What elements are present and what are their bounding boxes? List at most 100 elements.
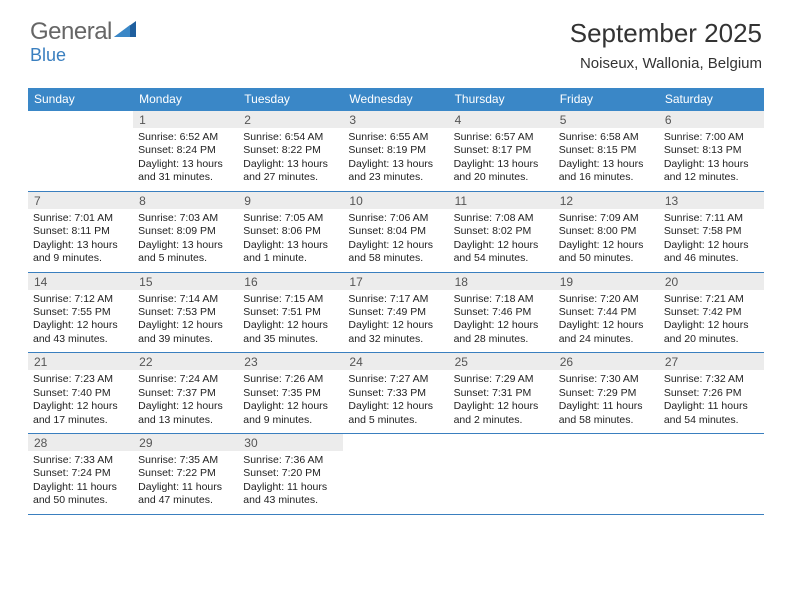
- sunrise-text: Sunrise: 7:26 AM: [243, 373, 338, 386]
- day-body: Sunrise: 7:00 AMSunset: 8:13 PMDaylight:…: [659, 128, 764, 191]
- dow-saturday: Saturday: [659, 88, 764, 111]
- dow-wednesday: Wednesday: [343, 88, 448, 111]
- day-cell: 3Sunrise: 6:55 AMSunset: 8:19 PMDaylight…: [343, 111, 448, 191]
- sunset-text: Sunset: 7:51 PM: [243, 306, 338, 319]
- day-cell: [554, 434, 659, 514]
- sunrise-text: Sunrise: 7:29 AM: [454, 373, 549, 386]
- day-cell: 28Sunrise: 7:33 AMSunset: 7:24 PMDayligh…: [28, 434, 133, 514]
- daylight-text: Daylight: 12 hours and 54 minutes.: [454, 239, 549, 266]
- daylight-text: Daylight: 13 hours and 20 minutes.: [454, 158, 549, 185]
- sunrise-text: Sunrise: 7:09 AM: [559, 212, 654, 225]
- day-body: Sunrise: 6:58 AMSunset: 8:15 PMDaylight:…: [554, 128, 659, 191]
- day-number: 10: [343, 192, 448, 209]
- day-body: Sunrise: 7:21 AMSunset: 7:42 PMDaylight:…: [659, 290, 764, 353]
- day-body: Sunrise: 7:05 AMSunset: 8:06 PMDaylight:…: [238, 209, 343, 272]
- sunrise-text: Sunrise: 7:36 AM: [243, 454, 338, 467]
- day-cell: [28, 111, 133, 191]
- day-body: Sunrise: 7:20 AMSunset: 7:44 PMDaylight:…: [554, 290, 659, 353]
- sunrise-text: Sunrise: 7:15 AM: [243, 293, 338, 306]
- sunrise-text: Sunrise: 7:20 AM: [559, 293, 654, 306]
- week-row: 21Sunrise: 7:23 AMSunset: 7:40 PMDayligh…: [28, 353, 764, 434]
- page-header: General September 2025 Noiseux, Wallonia…: [0, 0, 792, 76]
- sunrise-text: Sunrise: 7:17 AM: [348, 293, 443, 306]
- sunrise-text: Sunrise: 7:21 AM: [664, 293, 759, 306]
- day-body: Sunrise: 7:17 AMSunset: 7:49 PMDaylight:…: [343, 290, 448, 353]
- sunrise-text: Sunrise: 7:11 AM: [664, 212, 759, 225]
- day-number: 25: [449, 353, 554, 370]
- day-body: Sunrise: 7:15 AMSunset: 7:51 PMDaylight:…: [238, 290, 343, 353]
- sunset-text: Sunset: 8:04 PM: [348, 225, 443, 238]
- daylight-text: Daylight: 13 hours and 1 minute.: [243, 239, 338, 266]
- day-cell: [343, 434, 448, 514]
- day-number: 28: [28, 434, 133, 451]
- daylight-text: Daylight: 12 hours and 13 minutes.: [138, 400, 233, 427]
- day-cell: 6Sunrise: 7:00 AMSunset: 8:13 PMDaylight…: [659, 111, 764, 191]
- month-title: September 2025: [570, 18, 762, 49]
- day-cell: 5Sunrise: 6:58 AMSunset: 8:15 PMDaylight…: [554, 111, 659, 191]
- daylight-text: Daylight: 12 hours and 28 minutes.: [454, 319, 549, 346]
- daylight-text: Daylight: 13 hours and 23 minutes.: [348, 158, 443, 185]
- day-number: 2: [238, 111, 343, 128]
- day-body: Sunrise: 7:32 AMSunset: 7:26 PMDaylight:…: [659, 370, 764, 433]
- day-cell: 4Sunrise: 6:57 AMSunset: 8:17 PMDaylight…: [449, 111, 554, 191]
- sunset-text: Sunset: 7:31 PM: [454, 387, 549, 400]
- day-cell: 12Sunrise: 7:09 AMSunset: 8:00 PMDayligh…: [554, 192, 659, 272]
- day-cell: 30Sunrise: 7:36 AMSunset: 7:20 PMDayligh…: [238, 434, 343, 514]
- daylight-text: Daylight: 11 hours and 54 minutes.: [664, 400, 759, 427]
- day-number: 19: [554, 273, 659, 290]
- sunset-text: Sunset: 7:35 PM: [243, 387, 338, 400]
- sunset-text: Sunset: 8:24 PM: [138, 144, 233, 157]
- sunrise-text: Sunrise: 7:27 AM: [348, 373, 443, 386]
- sunset-text: Sunset: 7:33 PM: [348, 387, 443, 400]
- day-body: Sunrise: 7:03 AMSunset: 8:09 PMDaylight:…: [133, 209, 238, 272]
- brand-logo: General: [30, 18, 136, 46]
- sunset-text: Sunset: 7:49 PM: [348, 306, 443, 319]
- sunset-text: Sunset: 7:58 PM: [664, 225, 759, 238]
- day-body: Sunrise: 7:09 AMSunset: 8:00 PMDaylight:…: [554, 209, 659, 272]
- day-cell: 1Sunrise: 6:52 AMSunset: 8:24 PMDaylight…: [133, 111, 238, 191]
- dow-monday: Monday: [133, 88, 238, 111]
- day-cell: 17Sunrise: 7:17 AMSunset: 7:49 PMDayligh…: [343, 273, 448, 353]
- sunrise-text: Sunrise: 7:03 AM: [138, 212, 233, 225]
- day-cell: 21Sunrise: 7:23 AMSunset: 7:40 PMDayligh…: [28, 353, 133, 433]
- title-block: September 2025 Noiseux, Wallonia, Belgiu…: [570, 18, 762, 72]
- sunrise-text: Sunrise: 7:35 AM: [138, 454, 233, 467]
- day-cell: 11Sunrise: 7:08 AMSunset: 8:02 PMDayligh…: [449, 192, 554, 272]
- brand-word-general: General: [30, 18, 112, 46]
- dow-sunday: Sunday: [28, 88, 133, 111]
- day-body: Sunrise: 7:08 AMSunset: 8:02 PMDaylight:…: [449, 209, 554, 272]
- day-cell: 25Sunrise: 7:29 AMSunset: 7:31 PMDayligh…: [449, 353, 554, 433]
- day-number: 14: [28, 273, 133, 290]
- sunset-text: Sunset: 7:20 PM: [243, 467, 338, 480]
- day-cell: 24Sunrise: 7:27 AMSunset: 7:33 PMDayligh…: [343, 353, 448, 433]
- day-cell: 13Sunrise: 7:11 AMSunset: 7:58 PMDayligh…: [659, 192, 764, 272]
- sunset-text: Sunset: 8:19 PM: [348, 144, 443, 157]
- daylight-text: Daylight: 12 hours and 9 minutes.: [243, 400, 338, 427]
- daylight-text: Daylight: 13 hours and 12 minutes.: [664, 158, 759, 185]
- sunset-text: Sunset: 7:37 PM: [138, 387, 233, 400]
- sunset-text: Sunset: 8:22 PM: [243, 144, 338, 157]
- day-number: 4: [449, 111, 554, 128]
- day-cell: 18Sunrise: 7:18 AMSunset: 7:46 PMDayligh…: [449, 273, 554, 353]
- day-body: Sunrise: 7:12 AMSunset: 7:55 PMDaylight:…: [28, 290, 133, 353]
- day-number: 5: [554, 111, 659, 128]
- daylight-text: Daylight: 13 hours and 31 minutes.: [138, 158, 233, 185]
- day-body: Sunrise: 7:24 AMSunset: 7:37 PMDaylight:…: [133, 370, 238, 433]
- sunrise-text: Sunrise: 7:33 AM: [33, 454, 128, 467]
- daylight-text: Daylight: 12 hours and 2 minutes.: [454, 400, 549, 427]
- day-number: 23: [238, 353, 343, 370]
- sunset-text: Sunset: 7:40 PM: [33, 387, 128, 400]
- week-row: 7Sunrise: 7:01 AMSunset: 8:11 PMDaylight…: [28, 192, 764, 273]
- sunrise-text: Sunrise: 7:18 AM: [454, 293, 549, 306]
- sunset-text: Sunset: 8:06 PM: [243, 225, 338, 238]
- brand-triangle-icon: [114, 18, 136, 46]
- sunset-text: Sunset: 7:24 PM: [33, 467, 128, 480]
- day-cell: 26Sunrise: 7:30 AMSunset: 7:29 PMDayligh…: [554, 353, 659, 433]
- day-cell: 19Sunrise: 7:20 AMSunset: 7:44 PMDayligh…: [554, 273, 659, 353]
- sunset-text: Sunset: 8:09 PM: [138, 225, 233, 238]
- day-cell: 2Sunrise: 6:54 AMSunset: 8:22 PMDaylight…: [238, 111, 343, 191]
- sunset-text: Sunset: 8:17 PM: [454, 144, 549, 157]
- daylight-text: Daylight: 12 hours and 20 minutes.: [664, 319, 759, 346]
- day-body: Sunrise: 7:29 AMSunset: 7:31 PMDaylight:…: [449, 370, 554, 433]
- sunset-text: Sunset: 7:55 PM: [33, 306, 128, 319]
